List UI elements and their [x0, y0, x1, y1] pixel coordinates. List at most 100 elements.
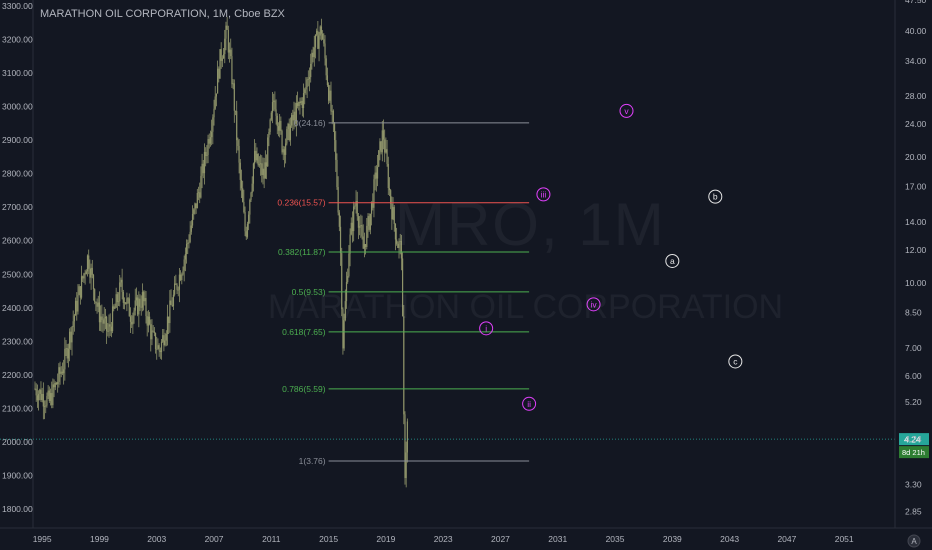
candle-body [180, 274, 182, 281]
candle-body [369, 213, 371, 230]
candle-body [172, 294, 175, 307]
candle-body [108, 324, 110, 332]
candle-body [208, 139, 210, 144]
candle-body [60, 371, 62, 374]
candle-body [203, 151, 206, 174]
wave-label-circle [586, 297, 601, 312]
candle-body [157, 345, 159, 349]
left-axis-tick-label: 2900.00 [2, 135, 33, 145]
candle-body [353, 206, 355, 232]
candle-body [207, 139, 209, 155]
candle-body [236, 111, 238, 141]
candle-body [271, 102, 274, 113]
candle-body [323, 39, 325, 44]
right-axis-tick-label: 20.00 [905, 152, 927, 162]
candle-body [362, 236, 364, 249]
candle-body [300, 100, 302, 104]
candle-body [97, 302, 99, 307]
candle-body [312, 52, 314, 58]
candle-body [335, 140, 337, 160]
candle-body [190, 225, 192, 232]
candle-body [267, 137, 269, 167]
candle-body [200, 175, 202, 198]
candle-body [228, 49, 231, 53]
candle-body [35, 388, 37, 396]
candle-body [202, 163, 204, 174]
candle-body [53, 384, 55, 388]
candle-body [226, 25, 228, 30]
candle-body [262, 168, 264, 175]
right-price-axis[interactable]: 2.85 3.30 4.24 5.20 6.00 7.00 8.50 10.00 12.00 14… [894, 0, 927, 528]
candle-body [115, 294, 117, 308]
chart-title: MARATHON OIL CORPORATION, 1M, Cboe BZX [40, 8, 285, 20]
candle-body [310, 63, 312, 78]
candle-body [392, 207, 394, 220]
candle-body [197, 192, 200, 194]
candle-body [82, 276, 84, 279]
left-axis-tick-label: 2600.00 [2, 236, 33, 246]
candle-body [77, 294, 79, 312]
candle-body [330, 90, 332, 112]
candle-body [212, 117, 214, 132]
candle-body [54, 382, 56, 388]
candle-body [116, 294, 118, 303]
wave-label-circle [479, 321, 494, 336]
candle-body [320, 26, 323, 34]
candle-body [281, 131, 283, 153]
candle-body [182, 270, 184, 275]
candle-body [148, 316, 151, 325]
fib-level-label: 0(24.16) [294, 118, 326, 128]
fib-level-label: 0.5(9.53) [292, 287, 326, 297]
candle-body [63, 369, 65, 374]
candle-body [59, 367, 61, 374]
countdown-badge [899, 446, 929, 459]
candle-body [368, 216, 370, 230]
candle-body [350, 222, 352, 235]
wave-label-text: iv [590, 299, 597, 309]
log-scale-toggle[interactable]: A [907, 534, 921, 548]
candle-body [139, 298, 141, 307]
candle-body [36, 395, 38, 401]
candle-body [347, 276, 349, 283]
candle-body [238, 146, 240, 163]
candle-body [242, 188, 244, 202]
candle-body [168, 316, 170, 324]
candle-body [154, 333, 157, 350]
candle-body [403, 316, 405, 415]
fib-level-label: 0.618(7.65) [282, 327, 326, 337]
candle-body [127, 298, 129, 300]
candle-body [69, 331, 71, 349]
candle-body [110, 326, 112, 332]
candle-body [40, 389, 42, 401]
wave-label-text: b [713, 192, 718, 202]
candle-body [237, 140, 239, 147]
candle-body [101, 316, 103, 321]
candle-body [189, 231, 191, 242]
candle-body [88, 255, 90, 269]
candle-body [123, 302, 126, 304]
left-axis-tick-label: 1800.00 [2, 504, 33, 514]
candle-body [373, 179, 375, 208]
candle-body [125, 302, 127, 304]
candle-body [328, 85, 330, 101]
auto-scale-icon[interactable] [907, 534, 921, 548]
wave-label-circle [536, 187, 551, 202]
candle-body [156, 348, 158, 350]
candle-body [308, 77, 311, 80]
candle-body [106, 316, 108, 332]
time-axis-tick-label: 1999 [90, 534, 109, 544]
candle-body [195, 203, 197, 209]
candle-body [205, 151, 207, 156]
time-axis-tick-label: 2031 [548, 534, 567, 544]
time-axis[interactable]: 1995 1999 2003 2007 2011 2015 2019 2023 2027 2031… [0, 527, 932, 544]
candle-body [114, 307, 116, 309]
fib-level-label: 0.236(15.57) [277, 198, 325, 208]
candle-body [331, 110, 333, 112]
right-axis-tick-label: 24.00 [905, 119, 927, 129]
right-axis-tick-label: 28.00 [905, 91, 927, 101]
candle-body [366, 225, 368, 247]
candle-body [305, 87, 307, 90]
candle-body [183, 259, 185, 271]
